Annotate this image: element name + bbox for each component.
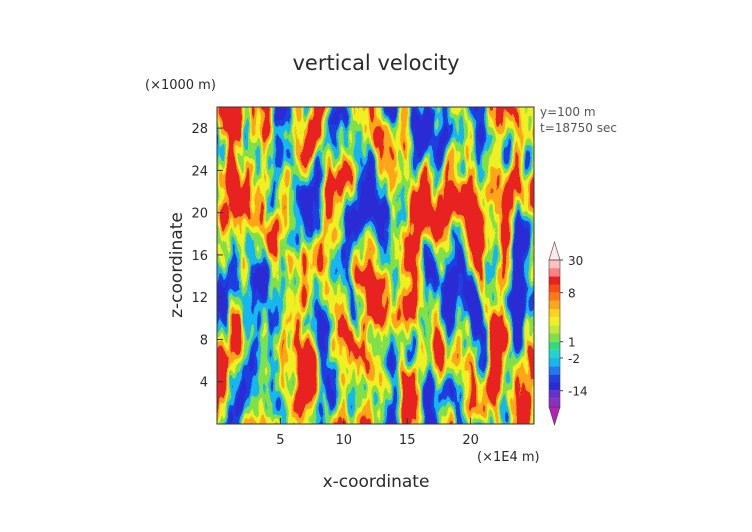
x-axis: 5 10 15 20 [276,418,479,448]
colorbar-band [549,268,560,277]
colorbar-band [549,374,560,383]
colorbar-band [549,309,560,318]
colorbar-tick-label: 1 [568,336,576,350]
chart-title: vertical velocity [292,51,459,75]
colorbar-band [549,382,560,391]
y-axis-unit: (×1000 m) [145,78,216,93]
colorbar-band [549,317,560,326]
colorbar-tick-label: 30 [568,254,583,268]
colorbar-band [549,284,560,293]
colorbar: 30 8 1 -2 -14 [548,240,588,427]
colorbar-band [549,358,560,367]
x-tick-label: 15 [399,433,416,448]
colorbar-band [549,349,560,358]
colorbar-tick-label: -14 [568,385,588,399]
y-tick-label: 12 [191,291,208,306]
colorbar-band [549,398,560,407]
colorbar-band [549,276,560,285]
colorbar-band [549,300,560,309]
plot-frame [216,106,535,425]
annotation-y: y=100 m [540,105,596,119]
colorbar-band [549,260,560,269]
x-axis-unit: (×1E4 m) [477,450,540,465]
y-tick-label: 8 [200,333,208,348]
x-tick-label: 5 [276,433,284,448]
y-tick-label: 28 [191,122,208,137]
x-tick-label: 20 [462,433,479,448]
colorbar-band [549,390,560,399]
colorbar-band [548,240,561,261]
y-tick-label: 4 [200,376,208,391]
y-axis-label: z-coordinate [167,212,187,318]
colorbar-tick-label: -2 [568,352,580,366]
y-axis: 4 8 12 16 20 24 28 [191,122,223,391]
colorbar-band [548,406,561,427]
annotation-t: t=18750 sec [540,121,617,135]
colorbar-band [549,341,560,350]
y-tick-label: 24 [191,164,208,179]
colorbar-band [549,333,560,342]
colorbar-tick-label: 8 [568,287,576,301]
colorbar-band [549,366,560,375]
colorbar-frame [548,259,561,408]
colorbar-band [549,325,560,334]
y-tick-label: 20 [191,207,208,222]
y-tick-label: 16 [191,249,208,264]
x-axis-label: x-coordinate [323,472,430,492]
colorbar-band [549,292,560,301]
x-tick-label: 10 [336,433,353,448]
heatmap-field [217,107,534,424]
